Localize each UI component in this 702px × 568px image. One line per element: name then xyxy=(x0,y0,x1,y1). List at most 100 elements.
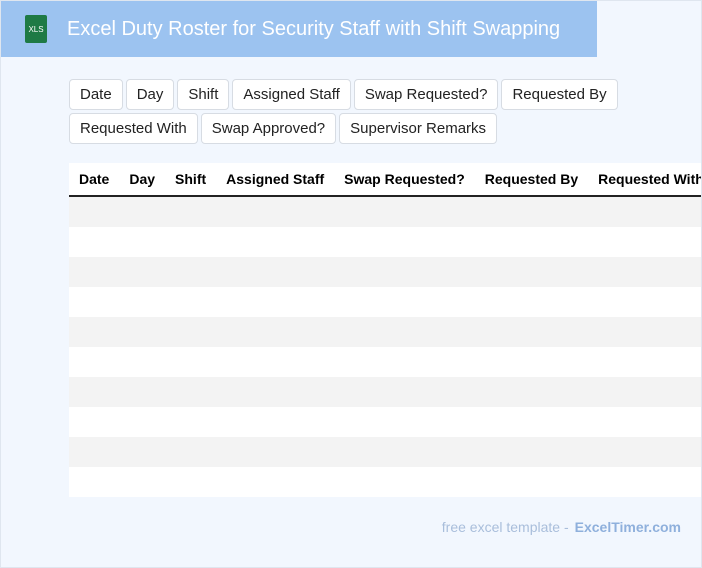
footer: free excel template - ExcelTimer.com xyxy=(442,519,681,535)
cell xyxy=(216,196,335,227)
chip[interactable]: Day xyxy=(125,79,175,110)
cell xyxy=(334,196,475,227)
cell xyxy=(216,317,335,347)
cell xyxy=(165,467,217,497)
cell xyxy=(216,437,335,467)
table-row xyxy=(69,227,701,257)
cell xyxy=(165,257,217,287)
cell xyxy=(165,317,217,347)
cell xyxy=(588,257,701,287)
cell xyxy=(588,467,701,497)
cell xyxy=(588,227,701,257)
cell xyxy=(216,407,335,437)
chip[interactable]: Date xyxy=(69,79,123,110)
table-row xyxy=(69,437,701,467)
cell xyxy=(334,347,475,377)
table-row xyxy=(69,407,701,437)
cell xyxy=(474,287,589,317)
table-row xyxy=(69,347,701,377)
cell xyxy=(588,377,701,407)
roster-table: Date Day Shift Assigned Staff Swap Requested… xyxy=(69,163,701,497)
cell xyxy=(119,317,166,347)
cell xyxy=(588,287,701,317)
cell xyxy=(474,196,589,227)
cell xyxy=(474,467,589,497)
cell xyxy=(119,196,166,227)
column-header: Requested By xyxy=(474,163,589,197)
cell xyxy=(119,407,166,437)
file-icon: XLS xyxy=(25,15,47,43)
cell xyxy=(119,437,166,467)
cell xyxy=(69,257,120,287)
cell xyxy=(474,257,589,287)
cell xyxy=(119,257,166,287)
cell xyxy=(69,467,120,497)
chip[interactable]: Supervisor Remarks xyxy=(339,113,498,144)
column-header: Requested With xyxy=(588,163,701,197)
cell xyxy=(165,347,217,377)
cell xyxy=(216,257,335,287)
cell xyxy=(69,287,120,317)
cell xyxy=(588,437,701,467)
cell xyxy=(69,317,120,347)
cell xyxy=(119,377,166,407)
cell xyxy=(69,227,120,257)
cell xyxy=(588,196,701,227)
cell xyxy=(165,377,217,407)
cell xyxy=(334,437,475,467)
cell xyxy=(588,347,701,377)
chip[interactable]: Requested By xyxy=(501,79,618,110)
cell xyxy=(165,437,217,467)
chip-list: Date Day Shift Assigned Staff Swap Requested… xyxy=(69,79,629,144)
brand[interactable]: ExcelTimer.com xyxy=(574,519,681,535)
cell xyxy=(334,407,475,437)
chip[interactable]: Shift xyxy=(177,79,230,110)
cell xyxy=(119,227,166,257)
cell xyxy=(119,347,166,377)
footer-text: free excel template - xyxy=(441,519,569,535)
column-header: Shift xyxy=(165,163,217,197)
chip[interactable]: Requested With xyxy=(69,113,198,144)
cell xyxy=(474,347,589,377)
column-header: Date xyxy=(69,163,120,197)
cell xyxy=(334,377,475,407)
cell xyxy=(334,227,475,257)
cell xyxy=(334,257,475,287)
table-row xyxy=(69,257,701,287)
cell xyxy=(165,196,217,227)
cell xyxy=(216,287,335,317)
cell xyxy=(119,467,166,497)
cell xyxy=(69,407,120,437)
chip[interactable]: Assigned Staff xyxy=(232,79,351,110)
cell xyxy=(165,287,217,317)
cell xyxy=(334,287,475,317)
table-row xyxy=(69,377,701,407)
table-row xyxy=(69,196,701,227)
table-row xyxy=(69,317,701,347)
cell xyxy=(474,437,589,467)
cell xyxy=(588,317,701,347)
chip[interactable]: Swap Requested? xyxy=(353,79,499,110)
chip[interactable]: Swap Approved? xyxy=(200,113,337,144)
cell xyxy=(474,317,589,347)
cell xyxy=(69,347,120,377)
cell xyxy=(474,227,589,257)
cell xyxy=(334,467,475,497)
cell xyxy=(474,407,589,437)
table-row xyxy=(69,467,701,497)
cell xyxy=(69,377,120,407)
cell xyxy=(216,377,335,407)
cell xyxy=(165,407,217,437)
column-header: Assigned Staff xyxy=(216,163,335,197)
column-header: Day xyxy=(119,163,166,197)
cell xyxy=(474,377,589,407)
table-row xyxy=(69,287,701,317)
cell xyxy=(216,467,335,497)
cell xyxy=(216,347,335,377)
column-header: Swap Requested? xyxy=(334,163,475,197)
cell xyxy=(119,287,166,317)
cell xyxy=(334,317,475,347)
header: XLS Excel Duty Roster for Security Staff… xyxy=(1,1,597,57)
cell xyxy=(216,227,335,257)
